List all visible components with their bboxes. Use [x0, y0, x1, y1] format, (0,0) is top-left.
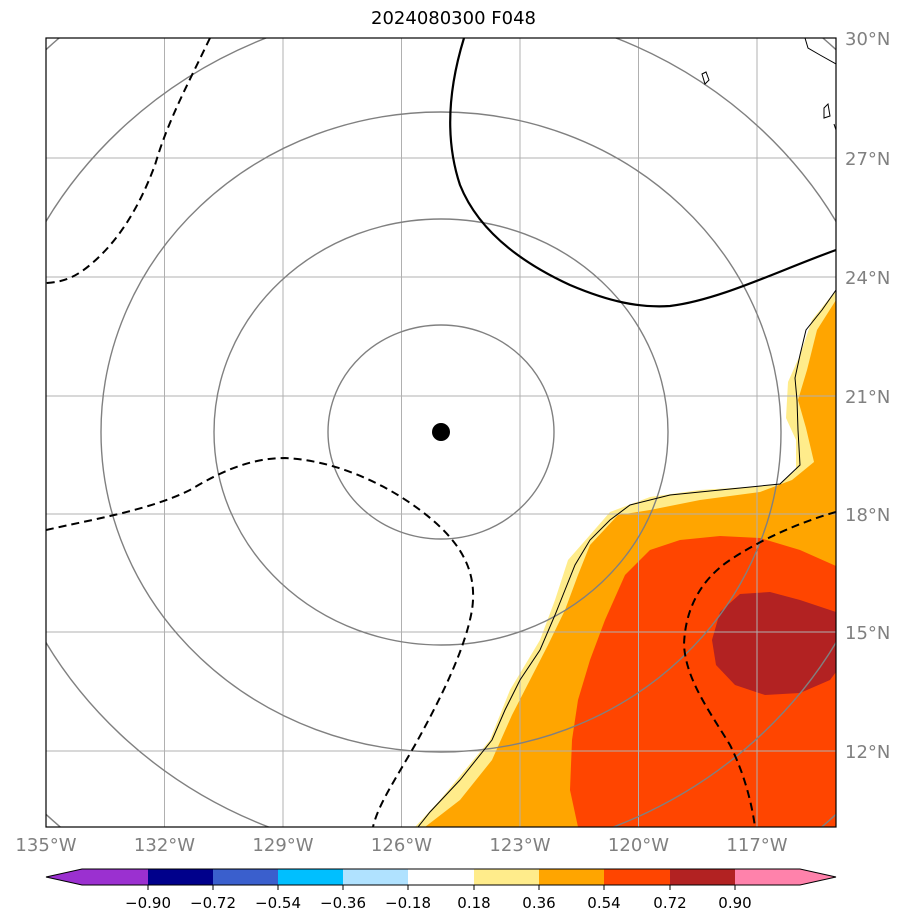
lat-label: 24°N	[845, 268, 890, 289]
colorbar-tick-label: 0.90	[718, 894, 751, 912]
colorbar-tick-label: 0.54	[587, 894, 620, 912]
lat-label: 15°N	[845, 623, 890, 644]
map-title: 2024080300 F048	[371, 8, 536, 29]
fill-level-072	[712, 592, 836, 695]
colorbar-segment	[278, 869, 343, 885]
colorbar-tick-label: −0.72	[190, 894, 236, 912]
colorbar-tick-label: −0.18	[385, 894, 431, 912]
dashed-contours	[46, 38, 836, 827]
colorbar-tick-label: −0.90	[125, 894, 171, 912]
lon-label: 120°W	[608, 835, 669, 856]
lon-label: 132°W	[134, 835, 195, 856]
colorbar-segment	[82, 869, 148, 885]
colorbar-extend-low	[46, 869, 82, 885]
colorbar-tick-label: 0.36	[522, 894, 555, 912]
lat-label: 12°N	[845, 742, 890, 763]
colorbar-segment	[474, 869, 539, 885]
colorbar-segment	[604, 869, 670, 885]
colorbar-segment	[539, 869, 604, 885]
latitude-labels: 30°N 27°N 24°N 21°N 18°N 15°N 12°N	[845, 29, 890, 763]
colorbar-segment	[213, 869, 278, 885]
lon-label: 129°W	[252, 835, 313, 856]
lon-label: 135°W	[15, 835, 76, 856]
colorbar-segment	[408, 869, 474, 885]
lon-label: 123°W	[489, 835, 550, 856]
colorbar-tick-label: 0.18	[457, 894, 490, 912]
lat-label: 21°N	[845, 387, 890, 408]
colorbar-ticks	[147, 885, 736, 890]
gridlines	[46, 38, 836, 827]
colorbar-extend-high	[800, 869, 836, 885]
colorbar-tick-label: −0.36	[320, 894, 366, 912]
colorbar-tick-label: −0.54	[255, 894, 301, 912]
lon-label: 126°W	[371, 835, 432, 856]
colorbar-segment	[670, 869, 735, 885]
longitude-labels: 135°W 132°W 129°W 126°W 123°W 120°W 117°…	[15, 835, 787, 856]
lat-label: 30°N	[845, 29, 890, 50]
lon-label: 117°W	[726, 835, 787, 856]
lat-label: 27°N	[845, 149, 890, 170]
lat-label: 18°N	[845, 505, 890, 526]
colorbar-segment	[735, 869, 800, 885]
colorbar: −0.90 −0.72 −0.54 −0.36 −0.18 0.18 0.36 …	[45, 868, 837, 912]
map-frame	[45, 37, 837, 828]
colorbar-segment	[343, 869, 408, 885]
colorbar-segment	[148, 869, 213, 885]
colorbar-tick-label: 0.72	[653, 894, 686, 912]
colorbar-outline	[45, 868, 837, 886]
storm-center-marker	[432, 423, 450, 441]
solid-contour	[449, 38, 836, 308]
